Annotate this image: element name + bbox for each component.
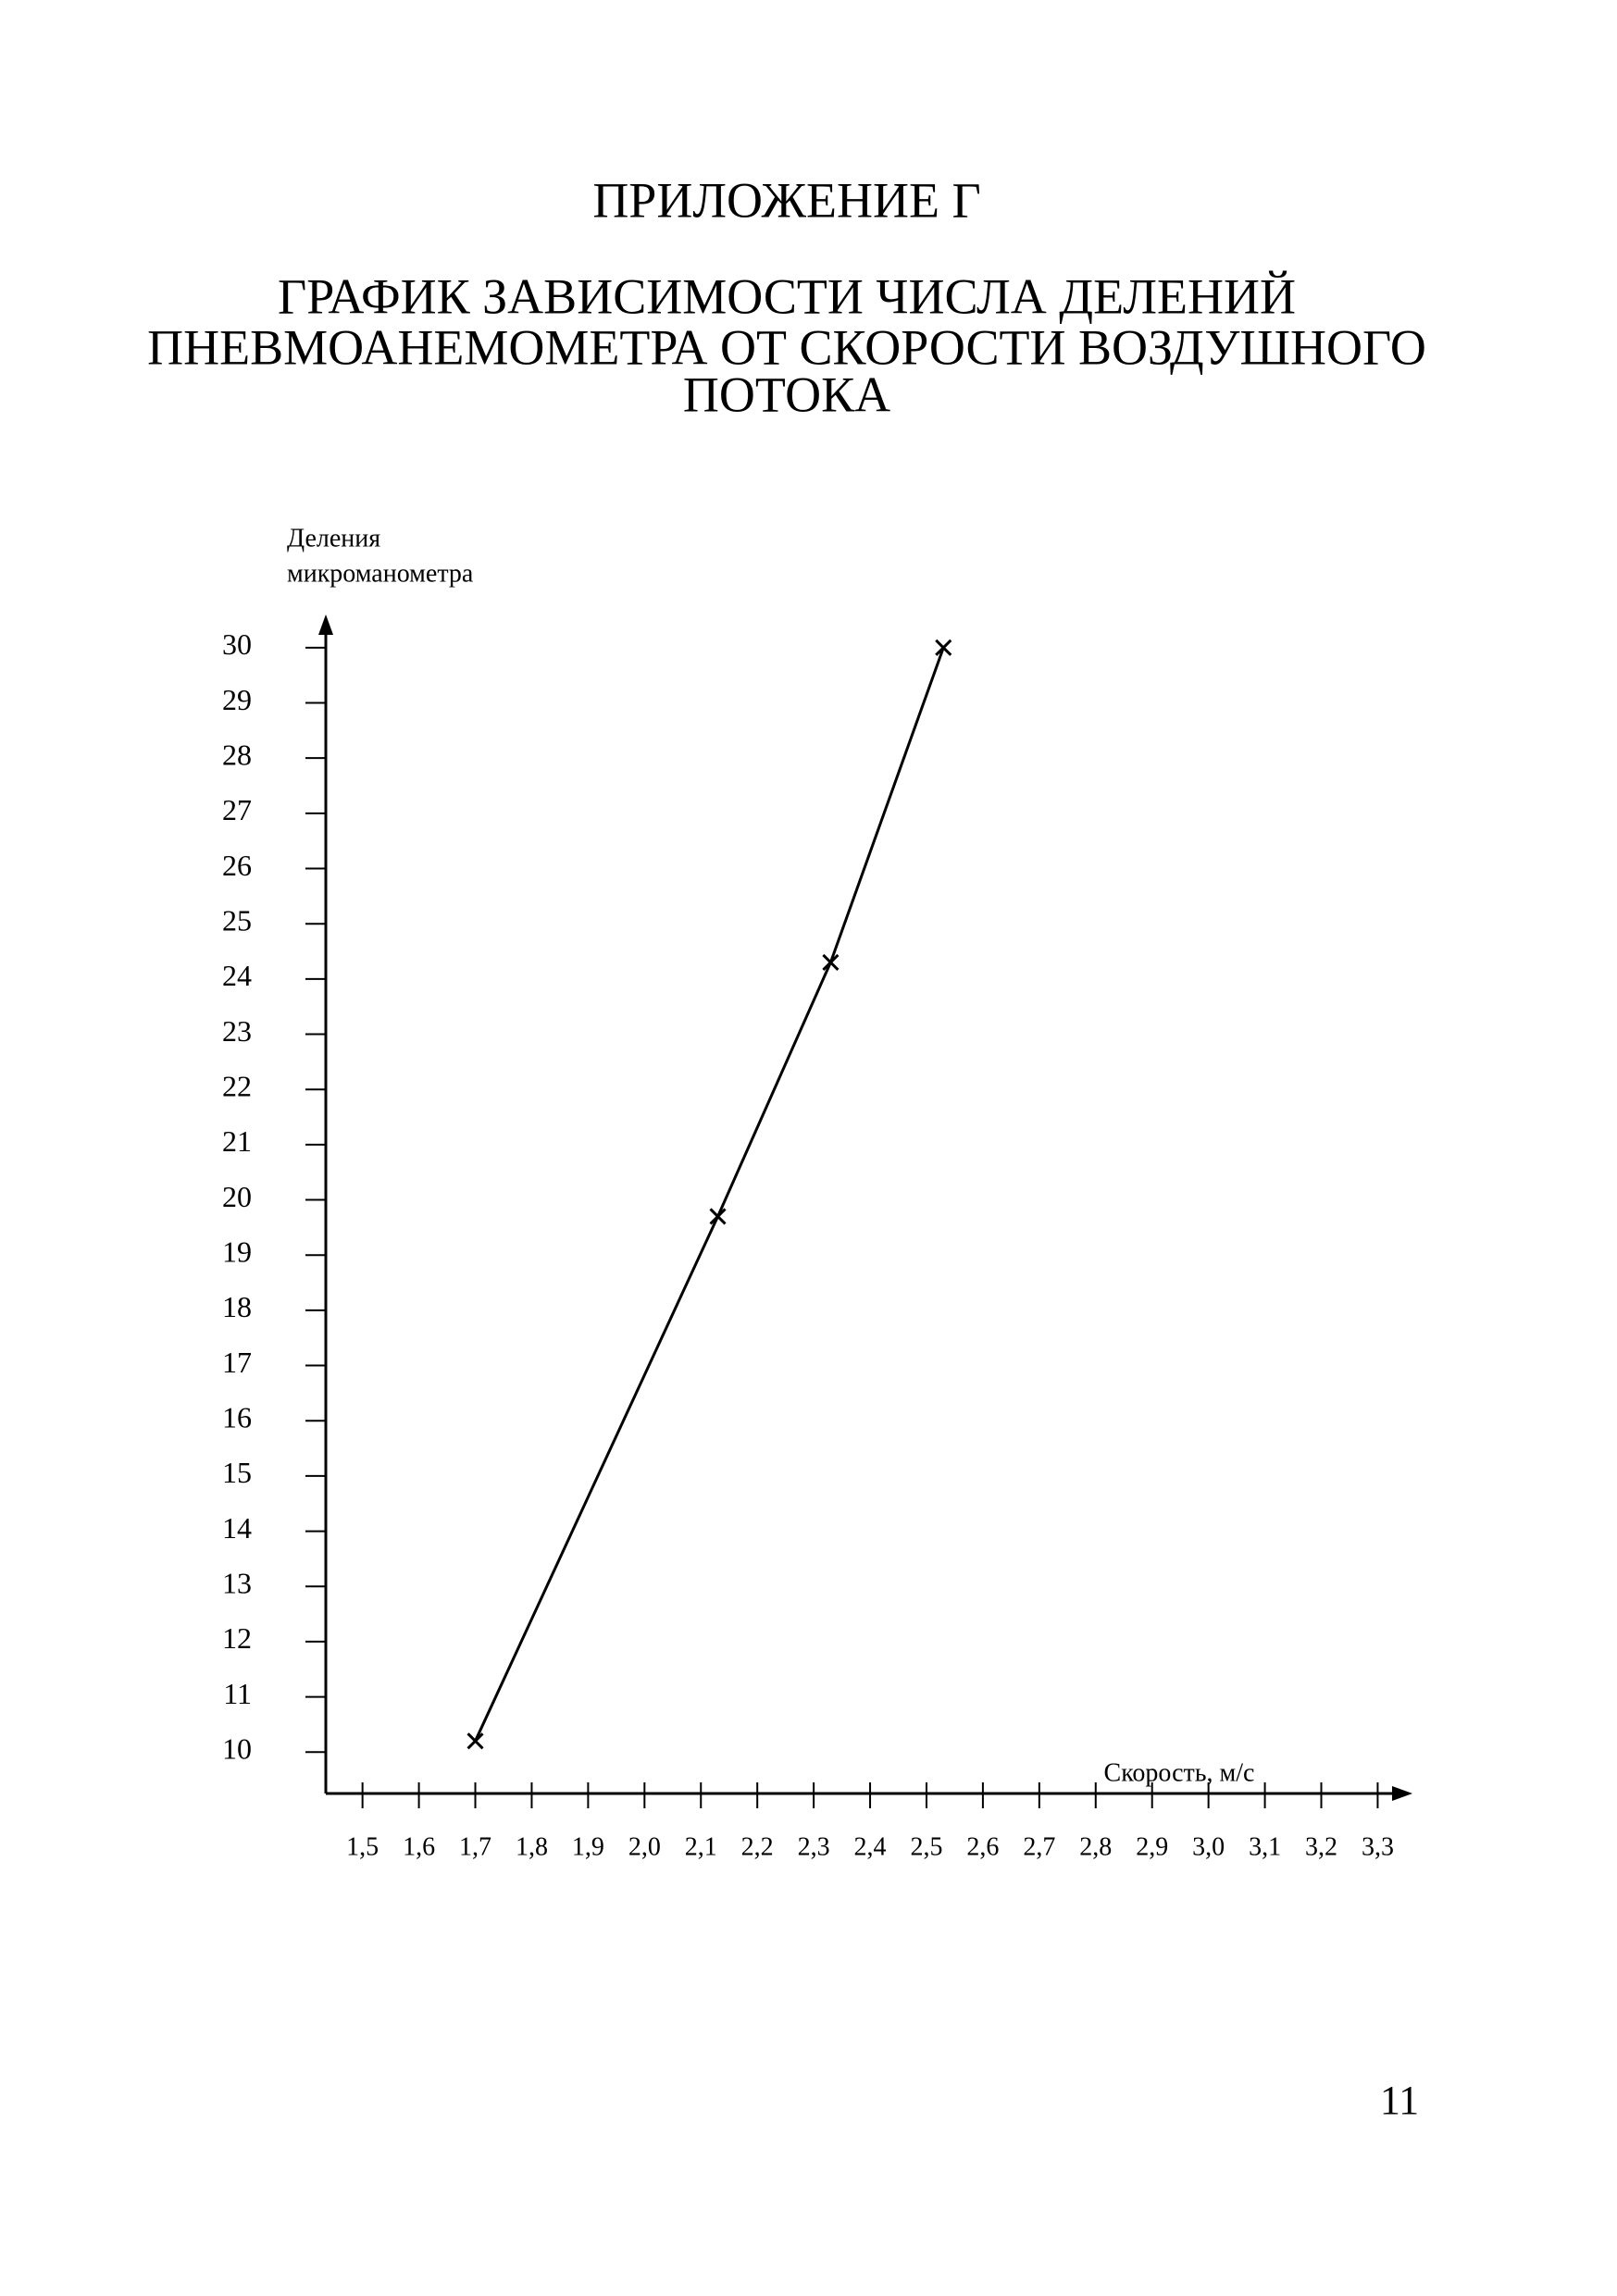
x-tick-label: 1,9: [572, 1832, 604, 1861]
data-point: [466, 1732, 484, 1750]
data-point: [709, 1208, 727, 1225]
data-line: [474, 647, 945, 1742]
y-tick-label: 16: [222, 1401, 252, 1434]
x-tick-label: 1,5: [346, 1832, 379, 1861]
y-tick-label: 11: [223, 1677, 252, 1710]
x-axis-arrow: [1392, 1786, 1412, 1801]
y-tick-label: 17: [222, 1346, 252, 1379]
y-tick-label: 24: [222, 959, 252, 992]
y-tick-label: 26: [222, 849, 252, 882]
x-tick-label: 2,2: [741, 1832, 774, 1861]
y-tick-label: 28: [222, 738, 252, 772]
y-tick-label: 25: [222, 904, 252, 937]
data-point: [935, 639, 952, 656]
page-number: 11: [1380, 2078, 1419, 2123]
data-point: [822, 953, 840, 972]
x-tick-label: 2,5: [910, 1832, 942, 1861]
chart-title: ПОТОКА: [683, 366, 890, 422]
chart-title: ПНЕВМОАНЕМОМЕТРА ОТ СКОРОСТИ ВОЗДУШНОГО: [147, 319, 1426, 375]
appendix-heading: ПРИЛОЖЕНИЕ Г: [592, 172, 980, 228]
x-tick-label: 2,8: [1079, 1832, 1112, 1861]
x-tick-label: 2,7: [1023, 1832, 1055, 1861]
y-tick-label: 29: [222, 683, 252, 716]
y-tick-label: 14: [222, 1511, 252, 1545]
y-tick-label: 13: [222, 1567, 252, 1600]
y-tick-label: 19: [222, 1235, 252, 1269]
y-tick-label: 12: [222, 1621, 252, 1655]
x-tick-label: 2,3: [798, 1832, 830, 1861]
y-axis-label: Деления: [287, 524, 380, 552]
x-tick-label: 3,0: [1192, 1832, 1225, 1861]
x-tick-label: 2,9: [1136, 1832, 1168, 1861]
y-tick-label: 21: [222, 1124, 252, 1158]
x-tick-label: 2,1: [685, 1832, 717, 1861]
x-tick-label: 3,2: [1305, 1832, 1337, 1861]
x-tick-label: 1,6: [403, 1832, 435, 1861]
x-tick-label: 3,3: [1362, 1832, 1394, 1861]
y-tick-label: 18: [222, 1290, 252, 1323]
y-axis-label: микроманометра: [287, 559, 474, 588]
x-tick-label: 2,0: [628, 1832, 661, 1861]
x-tick-label: 2,6: [966, 1832, 999, 1861]
y-tick-label: 22: [222, 1070, 252, 1103]
y-tick-label: 20: [222, 1180, 252, 1213]
y-axis-arrow: [318, 614, 333, 635]
x-tick-label: 1,7: [459, 1832, 491, 1861]
y-tick-label: 15: [222, 1456, 252, 1489]
x-axis-label: Скорость, м/с: [1104, 1758, 1255, 1787]
x-tick-label: 2,4: [854, 1832, 887, 1861]
y-tick-label: 10: [222, 1732, 252, 1766]
y-tick-label: 27: [222, 793, 252, 826]
y-tick-label: 23: [222, 1014, 252, 1048]
x-tick-label: 1,8: [516, 1832, 548, 1861]
y-tick-label: 30: [222, 627, 252, 661]
x-tick-label: 3,1: [1249, 1832, 1281, 1861]
chart-title: ГРАФИК ЗАВИСИМОСТИ ЧИСЛА ДЕЛЕНИЙ: [278, 268, 1296, 324]
